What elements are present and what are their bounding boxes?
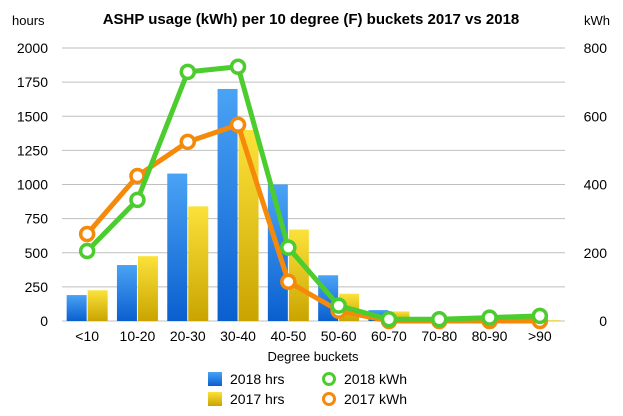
- point-2018-kwh: [229, 58, 247, 76]
- bar-2018-hrs: [217, 88, 238, 321]
- left-tick-label: 0: [40, 313, 48, 329]
- bar-2018-hrs: [66, 295, 87, 321]
- x-tick-label: 30-40: [220, 328, 256, 344]
- legend-label-2018-hrs: 2018 hrs: [230, 371, 284, 387]
- left-tick-label: 1750: [17, 74, 48, 90]
- legend-label-2017-hrs: 2017 hrs: [230, 391, 284, 407]
- point-2017-kwh: [280, 273, 297, 291]
- legend-label-2018-kwh: 2018 kWh: [344, 371, 407, 387]
- right-tick-label: 0: [599, 313, 607, 329]
- left-tick-label: 500: [25, 245, 49, 261]
- lines: [78, 58, 549, 330]
- bar-2017-hrs: [389, 311, 410, 321]
- x-axis-label: Degree buckets: [267, 349, 359, 364]
- point-2018-kwh: [431, 311, 448, 328]
- point-2018-kwh: [380, 311, 398, 328]
- bar-2018-hrs: [116, 265, 137, 321]
- legend-swatch-2017-kwh: [322, 392, 336, 406]
- point-2017-kwh: [78, 225, 96, 243]
- legend-swatch-2017-hrs: [208, 392, 222, 406]
- legend: 2018 hrs 2018 kWh 2017 hrs 2017 kWh: [208, 371, 407, 407]
- x-tick-label: 40-50: [270, 328, 306, 344]
- point-2018-kwh: [531, 307, 549, 325]
- point-2018-kwh: [78, 242, 96, 260]
- legend-swatch-2018-hrs: [208, 372, 222, 386]
- x-tick-label: 20-30: [170, 328, 206, 344]
- x-tick-label: 80-90: [472, 328, 508, 344]
- right-tick-label: 200: [584, 245, 608, 261]
- legend-label-2017-kwh: 2017 kWh: [344, 391, 407, 407]
- left-tick-label: 2000: [17, 40, 48, 56]
- right-axis-ticks: 0 200 400 600 800: [584, 40, 608, 329]
- x-tick-label: 60-70: [371, 328, 407, 344]
- x-tick-label: >90: [528, 328, 552, 344]
- bar-2017-hrs: [188, 206, 209, 321]
- left-axis-ticks: 0 250 500 750 1000 1250 1500 1750 2000: [17, 40, 48, 329]
- left-tick-label: 1000: [17, 177, 48, 193]
- chart-title: ASHP usage (kWh) per 10 degree (F) bucke…: [103, 11, 520, 28]
- left-tick-label: 250: [25, 279, 49, 295]
- line-2017-kwh: [84, 122, 543, 324]
- x-tick-label: <10: [75, 328, 99, 344]
- legend-swatch-2018-kwh: [322, 372, 336, 386]
- x-axis-ticks: <10 10-20 20-30 30-40 40-50 50-60 60-70 70-80 80…: [75, 328, 552, 344]
- point-2018-kwh: [129, 191, 146, 209]
- right-axis-unit: kWh: [584, 13, 610, 28]
- point-2017-kwh: [129, 167, 146, 185]
- bar-2017-hrs: [137, 256, 158, 321]
- point-2017-kwh: [179, 133, 196, 151]
- left-tick-label: 1250: [17, 142, 48, 158]
- point-2018-kwh: [481, 309, 498, 326]
- bar-2017-hrs: [540, 320, 561, 321]
- point-2018-kwh: [280, 239, 297, 256]
- line-2018-kwh: [84, 64, 543, 322]
- right-tick-label: 600: [584, 108, 608, 124]
- x-tick-label: 50-60: [321, 328, 357, 344]
- right-tick-label: 800: [584, 40, 608, 56]
- right-tick-label: 400: [584, 177, 608, 193]
- left-tick-label: 1500: [17, 108, 48, 124]
- x-tick-label: 10-20: [120, 328, 156, 344]
- bar-2018-hrs: [167, 173, 188, 321]
- point-2018-kwh: [179, 63, 196, 81]
- bar-2017-hrs: [87, 290, 108, 321]
- x-tick-label: 70-80: [421, 328, 457, 344]
- point-2018-kwh: [330, 297, 347, 314]
- left-tick-label: 750: [25, 211, 49, 227]
- left-axis-unit: hours: [12, 13, 45, 28]
- point-2017-kwh: [229, 116, 247, 134]
